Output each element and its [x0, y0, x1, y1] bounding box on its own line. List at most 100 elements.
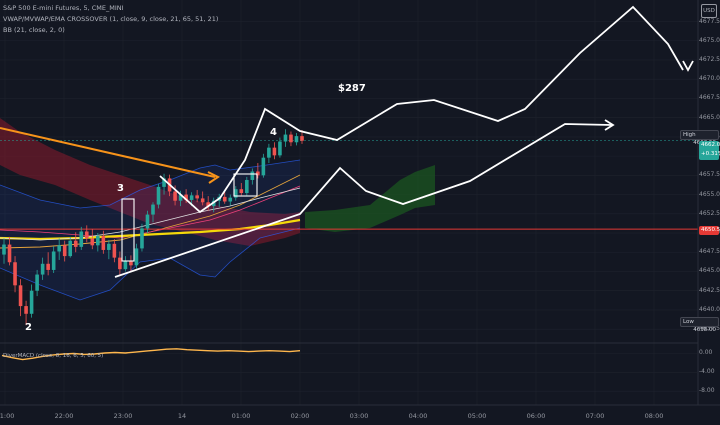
time-axis-tick: 21:00 — [0, 412, 15, 420]
orange-trendline — [0, 127, 216, 178]
candle — [90, 229, 95, 250]
price-axis-tick: 4637.50 — [699, 325, 720, 333]
wave-3-box — [121, 198, 135, 262]
candle-body — [90, 238, 95, 246]
candle-body — [123, 260, 128, 270]
candle — [256, 163, 260, 179]
candle-body — [68, 240, 73, 257]
candle-body — [57, 245, 61, 252]
candle — [40, 257, 45, 280]
candle-body — [200, 198, 205, 203]
candle-body — [272, 147, 277, 156]
time-axis-tick: 03:00 — [349, 412, 369, 420]
candle — [228, 194, 233, 206]
projection-arrowhead-bottom — [604, 119, 615, 131]
candle — [206, 196, 210, 211]
candle — [13, 256, 17, 293]
price-axis-tick: 4647.50 — [699, 248, 720, 256]
wave-4-label: 4 — [270, 127, 277, 138]
candle — [107, 239, 111, 260]
candle-body — [222, 196, 227, 202]
high-price-tag: High 4663.50 — [680, 130, 719, 146]
candle-body — [40, 263, 45, 275]
mvwap-line-white — [0, 187, 301, 241]
current-price-change: +0.31% — [701, 151, 720, 157]
price-axis-tick: 4642.50 — [699, 286, 720, 294]
target-price-annotation: $287 — [338, 83, 366, 94]
candle — [239, 183, 244, 196]
candle-body — [233, 189, 238, 198]
candle — [140, 223, 144, 252]
candle-body — [29, 290, 34, 314]
high-tag-label: High — [683, 132, 696, 138]
macd-axis-tick: -4.00 — [699, 368, 715, 376]
candle — [51, 246, 56, 274]
candle — [24, 300, 28, 326]
price-axis-tick: 4655.00 — [699, 190, 720, 198]
time-axis-tick: 02:00 — [290, 412, 310, 420]
candle-body — [73, 240, 78, 247]
price-axis-tick: 4645.00 — [699, 267, 720, 275]
candle-body — [189, 195, 194, 200]
bullish-cloud-shape — [305, 165, 435, 232]
time-axis-tick: 08:00 — [644, 412, 664, 420]
macd-axis-tick: -8.00 — [699, 387, 715, 395]
bearish-cloud-shape — [0, 118, 300, 246]
candle — [134, 243, 139, 269]
candle-body — [178, 194, 183, 201]
price-axis-tick: 4667.50 — [699, 94, 720, 102]
macd-pane-label[interactable]: DiverMACD (close, 8, 16, 6, 5, 60, 5) — [3, 353, 104, 359]
indicator-bb-label[interactable]: BB (21, close, 2, 0) — [3, 26, 65, 34]
candle-body — [134, 248, 139, 266]
candle-body — [184, 194, 188, 200]
candle-body — [151, 204, 155, 215]
candle — [267, 143, 271, 164]
candle-body — [173, 191, 177, 201]
indicator-vwap-label[interactable]: VWAP/MVWAP/EMA CROSSOVER (1, close, 9, c… — [3, 15, 219, 23]
candle-body — [278, 141, 282, 156]
candle — [118, 251, 122, 275]
time-axis-tick: 23:00 — [113, 412, 133, 420]
price-axis-tick: 4640.00 — [699, 305, 720, 313]
candle — [96, 233, 100, 252]
wave-2-label: 2 — [25, 322, 32, 333]
wave-4-box — [233, 173, 258, 197]
candle — [145, 210, 150, 234]
candle — [195, 189, 199, 203]
candle-body — [101, 236, 106, 250]
price-axis-tick: 4670.00 — [699, 75, 720, 83]
candle-body — [245, 179, 249, 194]
macd-axis-tick: 0.00 — [699, 349, 713, 357]
price-axis-tick: 4665.00 — [699, 113, 720, 121]
currency-button[interactable]: USD — [701, 4, 717, 18]
symbol-title[interactable]: S&P 500 E-mini Futures, 5, CME_MINI — [3, 4, 124, 12]
level-price-tag: 4650.50 — [699, 226, 720, 235]
low-tag-label: Low — [683, 319, 694, 325]
candle-body — [129, 260, 133, 266]
candle — [73, 232, 78, 253]
time-axis-tick: 07:00 — [585, 412, 605, 420]
candle — [112, 239, 117, 263]
candle — [101, 230, 106, 254]
candle-body — [79, 231, 84, 247]
candle — [18, 279, 23, 317]
wave-3-label: 3 — [117, 183, 124, 194]
projection-arrowhead-top — [682, 60, 694, 72]
candle — [162, 173, 166, 195]
candle-body — [140, 228, 144, 249]
candle-body — [228, 197, 233, 202]
candle-body — [96, 236, 100, 246]
candle-body — [250, 171, 255, 180]
candle-body — [62, 245, 67, 257]
candle — [29, 284, 34, 318]
candle — [294, 133, 299, 146]
candle — [283, 129, 288, 147]
candle-body — [112, 243, 117, 258]
candle — [178, 190, 183, 207]
candle — [84, 225, 89, 243]
candle — [57, 238, 61, 260]
candle-body — [2, 244, 6, 255]
candle-body — [51, 251, 56, 270]
orange-arrowhead — [207, 171, 220, 184]
